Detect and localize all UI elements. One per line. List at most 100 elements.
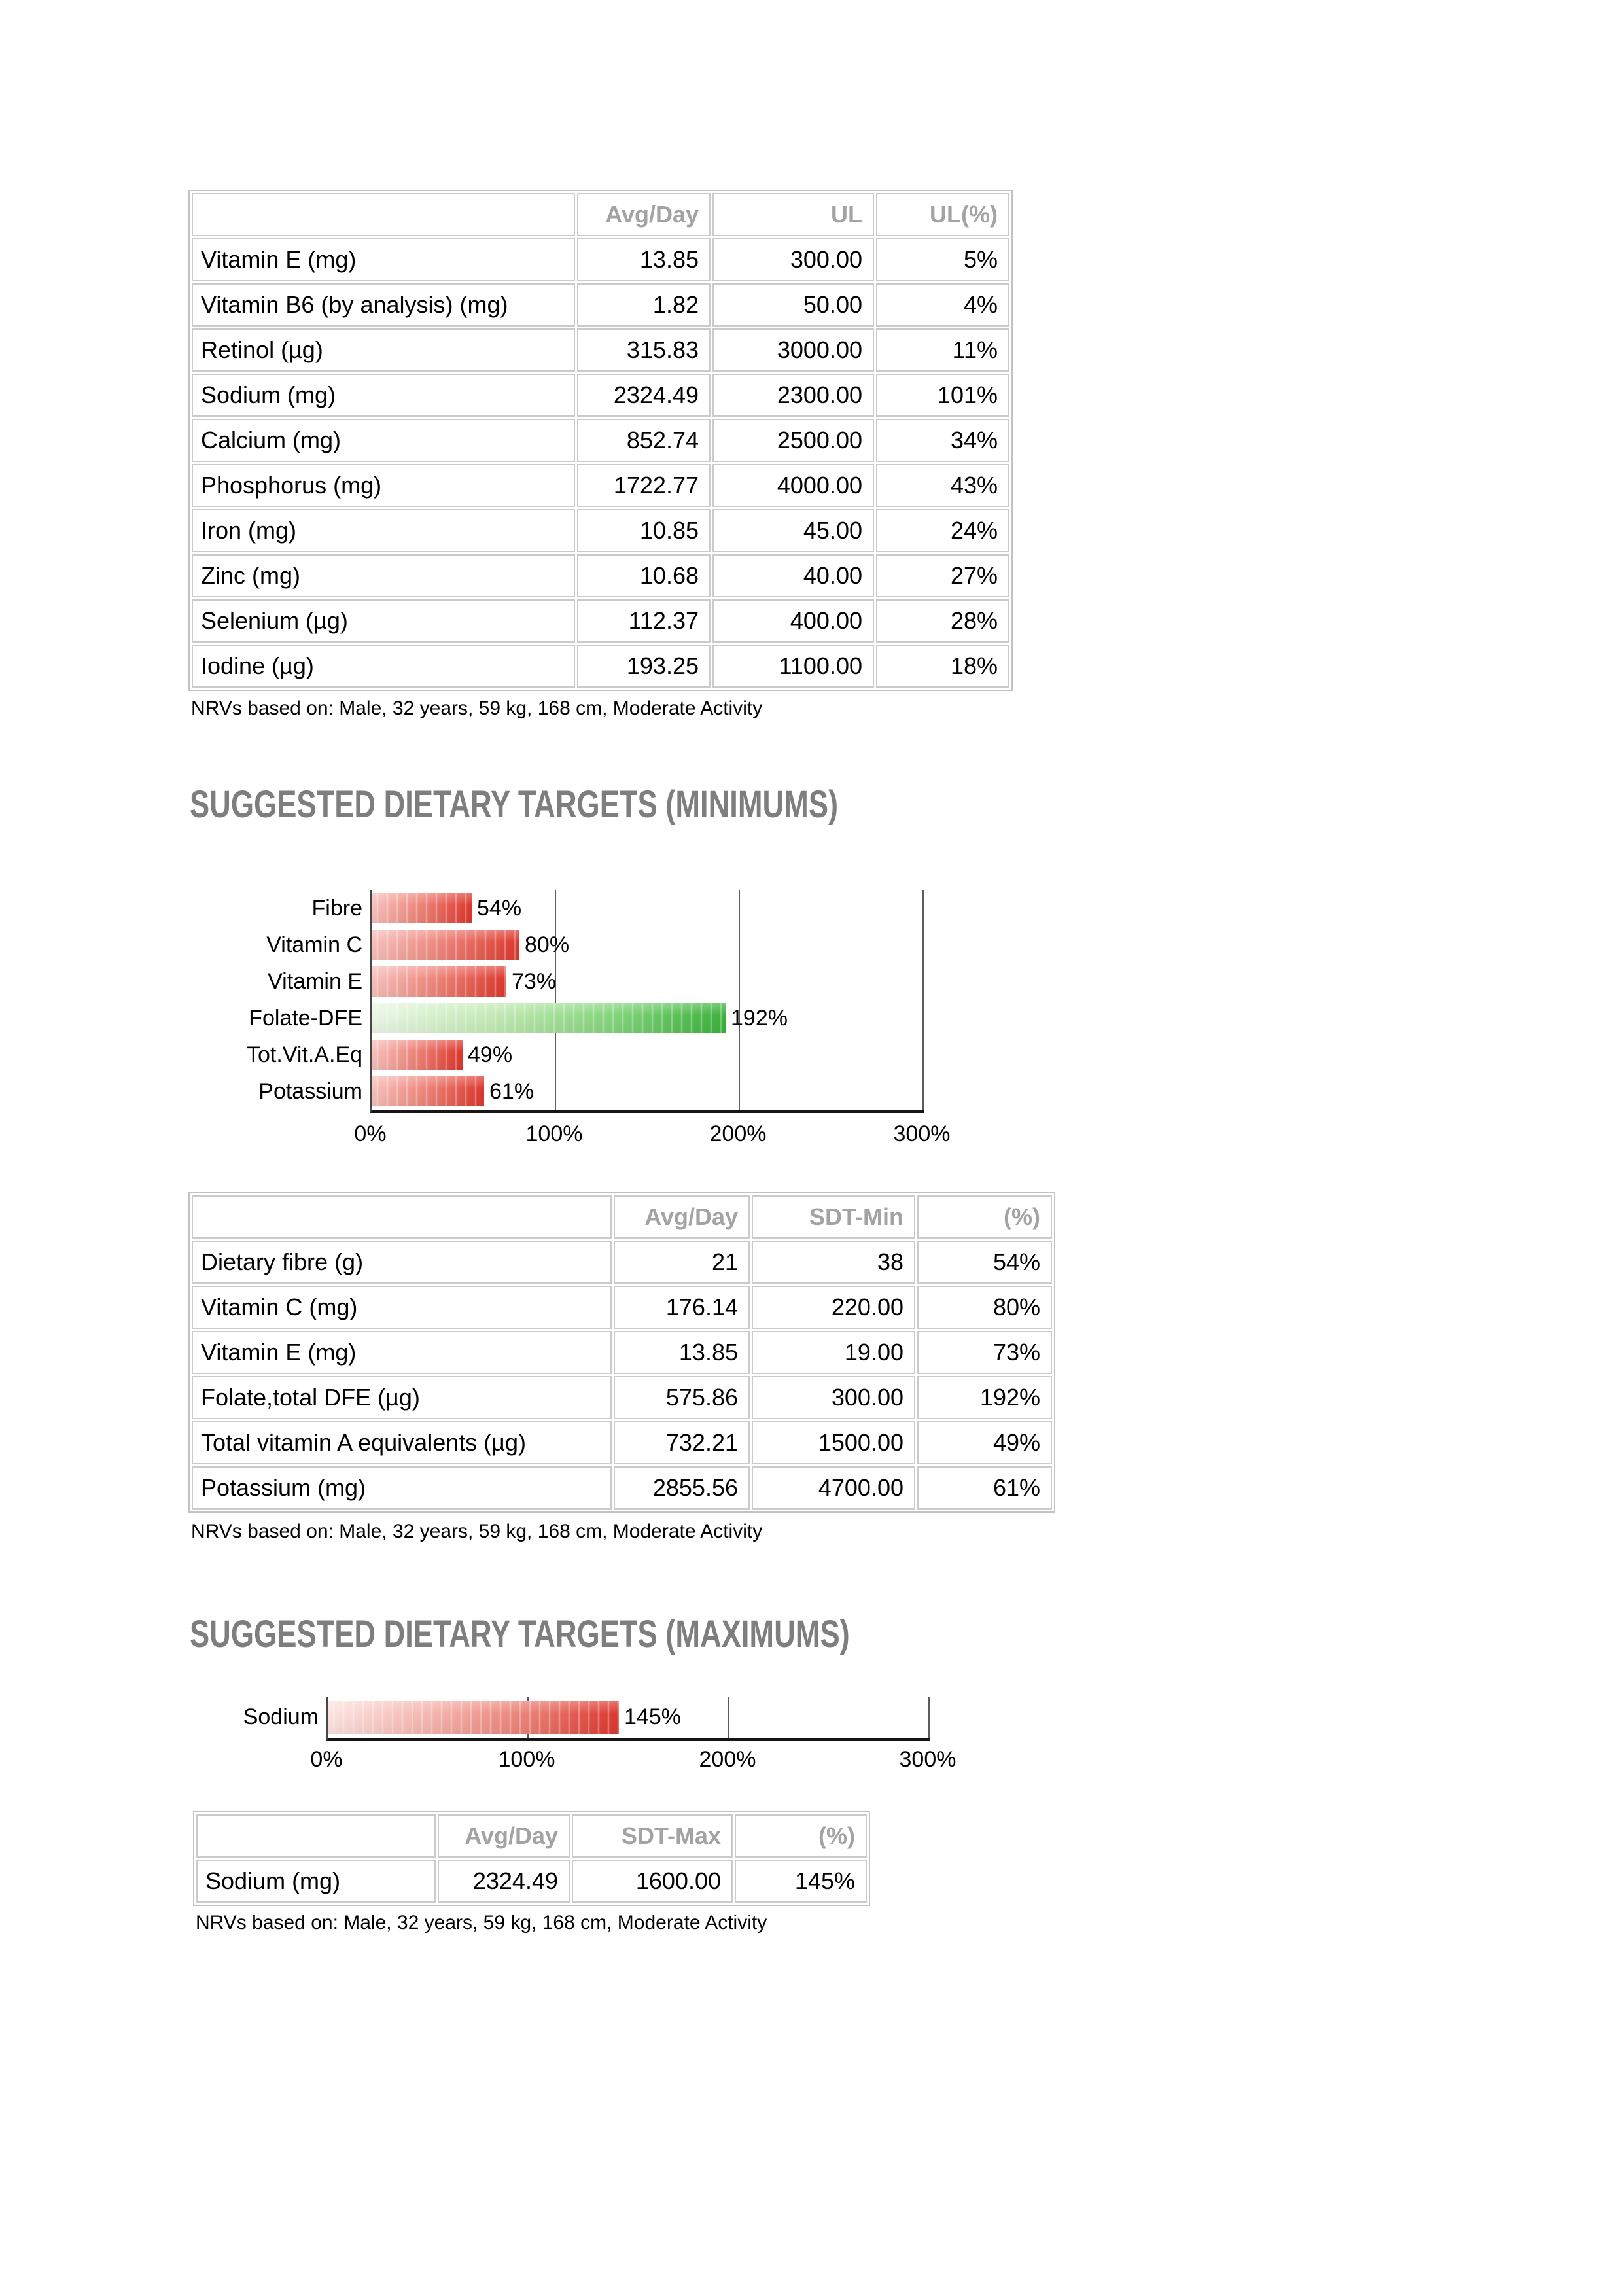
sdt-max-heading: SUGGESTED DIETARY TARGETS (MAXIMUMS) xyxy=(190,1614,1036,1655)
sdt-max-heading-text: SUGGESTED DIETARY TARGETS (MAXIMUMS) xyxy=(190,1613,850,1655)
sdt-min-table-row: Dietary fibre (g) 21 38 54% xyxy=(192,1241,1052,1284)
sdt-min-table-value-cell: 73% xyxy=(917,1331,1052,1374)
chart-bar-vitamin-c xyxy=(372,930,519,960)
ul-table-row-label: Phosphorus (mg) xyxy=(192,464,575,507)
sdt-min-table-value-cell: 4700.00 xyxy=(752,1466,915,1510)
sdt-min-heading-text: SUGGESTED DIETARY TARGETS (MINIMUMS) xyxy=(190,783,839,826)
sdt-min-table-value-cell: 176.14 xyxy=(614,1286,750,1329)
sdt-min-table-value-cell: 38 xyxy=(752,1241,915,1284)
sdt-min-table-value-cell: 192% xyxy=(917,1376,1052,1419)
ul-table-row-label: Sodium (mg) xyxy=(192,374,575,417)
ul-table-value-cell: 2300.00 xyxy=(712,374,874,417)
ul-table-value-cell: 34% xyxy=(876,419,1009,462)
ul-table-column-header: UL xyxy=(712,193,874,236)
sdt-min-table-value-cell: 49% xyxy=(917,1421,1052,1464)
chart-x-tick-label: 200% xyxy=(709,1122,767,1146)
sdt-min-table-row: Vitamin C (mg) 176.14 220.00 80% xyxy=(192,1286,1052,1329)
ul-table-column-header: Avg/Day xyxy=(577,193,711,236)
ul-table-column-header: UL(%) xyxy=(876,193,1009,236)
sdt-min-table-row: Total vitamin A equivalents (µg) 732.21 15… xyxy=(192,1421,1052,1464)
sdt-max-table-row-label: Sodium (mg) xyxy=(196,1860,436,1903)
sdt-min-table-row-label: Folate,total DFE (µg) xyxy=(192,1376,612,1419)
sdt-min-table-row-label: Vitamin C (mg) xyxy=(192,1286,612,1329)
sdt-min-table-column-header: Avg/Day xyxy=(614,1195,750,1239)
ul-table-row: Retinol (µg) 315.83 3000.00 11% xyxy=(192,328,1009,372)
ul-table-value-cell: 2500.00 xyxy=(712,419,874,462)
sdt-min-heading: SUGGESTED DIETARY TARGETS (MINIMUMS) xyxy=(190,784,1021,826)
sdt-max-table-footnote: NRVs based on: Male, 32 years, 59 kg, 16… xyxy=(196,1912,767,1934)
chart-category-label: Vitamin C xyxy=(266,932,362,957)
ul-table-value-cell: 852.74 xyxy=(577,419,711,462)
chart-x-tick-label: 100% xyxy=(525,1122,583,1146)
ul-table-row-label: Calcium (mg) xyxy=(192,419,575,462)
sdt-max-table-body: Sodium (mg) 2324.49 1600.00 145% xyxy=(196,1860,867,1903)
chart-bar-vitamin-e xyxy=(372,966,506,997)
ul-table-value-cell: 4% xyxy=(876,283,1009,327)
ul-table-body: Vitamin E (mg) 13.85 300.00 5% Vitamin B6 (b… xyxy=(192,238,1009,688)
ul-table-value-cell: 193.25 xyxy=(577,645,711,688)
chart-category-label: Vitamin E xyxy=(268,969,362,994)
chart-bar-value-label: 49% xyxy=(468,1042,513,1067)
ul-table-value-cell: 400.00 xyxy=(712,599,874,643)
ul-table-value-cell: 18% xyxy=(876,645,1009,688)
chart-plot-area: 145% xyxy=(326,1697,930,1741)
ul-table-row: Phosphorus (mg) 1722.77 4000.00 43% xyxy=(192,464,1009,507)
ul-table-value-cell: 27% xyxy=(876,554,1009,597)
chart-x-tick-label: 300% xyxy=(899,1747,956,1772)
ul-table-header: Avg/Day UL UL(%) xyxy=(192,193,1009,236)
ul-table-value-cell: 10.85 xyxy=(577,509,711,552)
ul-table-value-cell: 43% xyxy=(876,464,1009,507)
chart-category-label: Fibre xyxy=(311,896,362,921)
sdt-min-table-row: Folate,total DFE (µg) 575.86 300.00 192% xyxy=(192,1376,1052,1419)
ul-table-row: Vitamin E (mg) 13.85 300.00 5% xyxy=(192,238,1009,281)
chart-bar-potassium xyxy=(372,1076,484,1106)
sdt-max-table-column-header: SDT-Max xyxy=(572,1814,733,1858)
chart-bar-folate-dfe xyxy=(372,1003,726,1033)
sdt-min-table-value-cell: 1500.00 xyxy=(752,1421,915,1464)
sdt-max-table-header-row: Avg/Day SDT-Max (%) xyxy=(196,1814,867,1858)
sdt-min-table-column-header: (%) xyxy=(917,1195,1052,1239)
chart-bar-value-label: 145% xyxy=(624,1704,681,1729)
sdt-min-table-value-cell: 575.86 xyxy=(614,1376,750,1419)
ul-table-value-cell: 315.83 xyxy=(577,328,711,372)
chart-gridline xyxy=(728,1697,729,1738)
ul-table-value-cell: 50.00 xyxy=(712,283,874,327)
ul-table-value-cell: 24% xyxy=(876,509,1009,552)
ul-table-value-cell: 1100.00 xyxy=(712,645,874,688)
sdt-min-table-row-label: Vitamin E (mg) xyxy=(192,1331,612,1374)
sdt-min-bar-chart: 54% 80% 73% 192% 49% 61% Fibre Vitamin C Vitamin… xyxy=(190,890,1073,1158)
ul-table: Avg/Day UL UL(%) Vitamin E (mg) 13.85 300.00… xyxy=(188,190,1013,691)
chart-bar-value-label: 54% xyxy=(477,896,522,921)
sdt-min-table-value-cell: 220.00 xyxy=(752,1286,915,1329)
chart-plot-area: 54% 80% 73% 192% 49% 61% xyxy=(370,890,924,1113)
sdt-max-table-column-header: Avg/Day xyxy=(438,1814,570,1858)
chart-x-tick-label: 0% xyxy=(310,1747,343,1772)
sdt-min-table-value-cell: 61% xyxy=(917,1466,1052,1510)
sdt-min-table-row-label: Total vitamin A equivalents (µg) xyxy=(192,1421,612,1464)
ul-table-row-label: Vitamin E (mg) xyxy=(192,238,575,281)
chart-x-tick-label: 300% xyxy=(893,1122,951,1146)
ul-table-corner-cell xyxy=(192,193,575,236)
ul-table-value-cell: 4000.00 xyxy=(712,464,874,507)
sdt-min-table-value-cell: 2855.56 xyxy=(614,1466,750,1510)
sdt-min-table-row-label: Dietary fibre (g) xyxy=(192,1241,612,1284)
chart-category-label: Folate-DFE xyxy=(249,1006,362,1031)
ul-table-value-cell: 2324.49 xyxy=(577,374,711,417)
ul-table-header-row: Avg/Day UL UL(%) xyxy=(192,193,1009,236)
chart-category-label: Sodium xyxy=(243,1704,319,1729)
ul-table-row: Vitamin B6 (by analysis) (mg) 1.82 50.00 4% xyxy=(192,283,1009,327)
ul-table-value-cell: 5% xyxy=(876,238,1009,281)
ul-table-row: Iodine (µg) 193.25 1100.00 18% xyxy=(192,645,1009,688)
chart-gridline xyxy=(555,890,556,1110)
ul-table-value-cell: 40.00 xyxy=(712,554,874,597)
ul-table-row: Iron (mg) 10.85 45.00 24% xyxy=(192,509,1009,552)
ul-table-row: Selenium (µg) 112.37 400.00 28% xyxy=(192,599,1009,643)
sdt-min-table-value-cell: 80% xyxy=(917,1286,1052,1329)
ul-table-value-cell: 13.85 xyxy=(577,238,711,281)
ul-table-value-cell: 11% xyxy=(876,328,1009,372)
sdt-min-table-value-cell: 54% xyxy=(917,1241,1052,1284)
chart-x-tick-label: 200% xyxy=(699,1747,756,1772)
ul-table-row: Zinc (mg) 10.68 40.00 27% xyxy=(192,554,1009,597)
chart-gridline xyxy=(739,890,740,1110)
